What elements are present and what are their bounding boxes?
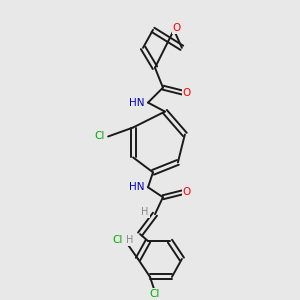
- Text: Cl: Cl: [150, 289, 160, 299]
- Text: O: O: [183, 88, 191, 98]
- Text: Cl: Cl: [113, 235, 123, 245]
- Text: H: H: [141, 207, 149, 217]
- Text: H: H: [126, 235, 134, 245]
- Text: O: O: [173, 23, 181, 33]
- Text: HN: HN: [128, 98, 144, 108]
- Text: O: O: [183, 187, 191, 197]
- Text: Cl: Cl: [95, 131, 105, 142]
- Text: HN: HN: [128, 182, 144, 192]
